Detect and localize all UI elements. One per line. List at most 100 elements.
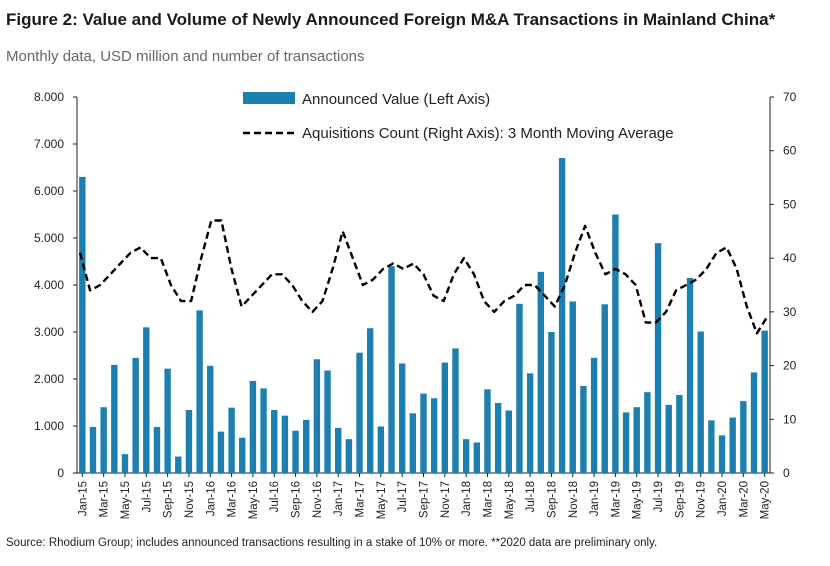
bar-announced-value xyxy=(111,364,118,473)
bar-announced-value xyxy=(590,357,598,473)
left-axis-tick-label: 6.000 xyxy=(34,184,64,198)
source-note: Source: Rhodium Group; includes announce… xyxy=(6,537,658,549)
right-axis-tick-label: 60 xyxy=(783,144,797,158)
bar-announced-value xyxy=(537,271,544,473)
bar-announced-value xyxy=(580,386,587,473)
x-axis-tick-label: May-17 xyxy=(376,481,388,519)
bar-announced-value xyxy=(740,401,747,473)
x-axis-tick-label: May-16 xyxy=(248,481,260,519)
x-axis-tick-label: Jul-17 xyxy=(397,481,409,512)
x-axis-tick-label: Mar-19 xyxy=(610,481,622,517)
bar-announced-value xyxy=(601,304,608,473)
legend-label-line: Aquisitions Count (Right Axis): 3 Month … xyxy=(302,125,674,142)
x-axis-tick-label: Sep-16 xyxy=(291,481,303,518)
x-axis-tick-label: Nov-18 xyxy=(568,481,580,518)
bar-announced-value xyxy=(175,456,182,473)
bar-announced-value xyxy=(633,407,640,473)
bar-announced-value xyxy=(558,158,566,473)
bar-announced-value xyxy=(622,412,630,473)
x-axis-tick-label: Nov-15 xyxy=(184,481,196,518)
bar-announced-value xyxy=(377,426,385,473)
right-axis-tick-label: 30 xyxy=(783,305,797,319)
bar-announced-value xyxy=(473,442,481,473)
bar-announced-value xyxy=(313,359,321,473)
bar-announced-value xyxy=(185,410,193,473)
bar-announced-value xyxy=(398,363,406,473)
bar-announced-value xyxy=(484,389,491,473)
bar-announced-value xyxy=(697,331,704,473)
right-axis-tick-label: 10 xyxy=(783,412,797,426)
chart-title: Figure 2: Value and Volume of Newly Anno… xyxy=(6,10,776,29)
bar-announced-value xyxy=(462,439,470,473)
left-axis-tick-label: 8.000 xyxy=(34,90,64,104)
bar-announced-value xyxy=(388,266,395,473)
bar-announced-value xyxy=(239,437,246,473)
bar-announced-value xyxy=(644,392,651,473)
bar-announced-value xyxy=(303,419,310,473)
bar-announced-value xyxy=(718,435,726,473)
x-axis-tick-label: Mar-15 xyxy=(99,481,111,517)
bar-announced-value xyxy=(366,328,374,473)
left-axis-tick-label: 7.000 xyxy=(34,137,64,151)
x-axis-tick-label: May-20 xyxy=(760,481,772,519)
x-axis-tick-label: Mar-20 xyxy=(738,481,750,517)
x-axis-tick-label: Jul-19 xyxy=(653,481,665,512)
bar-announced-value xyxy=(249,380,257,473)
legend-label-bar: Announced Value (Left Axis) xyxy=(302,91,490,108)
x-axis-tick-label: Jul-18 xyxy=(525,481,537,512)
bar-announced-value xyxy=(420,393,427,473)
x-axis-tick-label: Jan-16 xyxy=(205,481,217,516)
x-axis-tick-label: Jul-15 xyxy=(141,481,153,512)
bar-announced-value xyxy=(260,388,267,473)
x-axis-tick-label: Mar-16 xyxy=(227,481,239,517)
bar-announced-value xyxy=(548,332,555,473)
bar-announced-value xyxy=(729,417,736,473)
bar-announced-value xyxy=(612,214,619,473)
bar-announced-value xyxy=(356,352,363,473)
left-axis-tick-label: 1.000 xyxy=(34,419,64,433)
bar-announced-value xyxy=(324,370,331,473)
bar-announced-value xyxy=(441,362,449,473)
bar-announced-value xyxy=(207,365,214,473)
bar-announced-value xyxy=(217,431,225,473)
bar-announced-value xyxy=(665,404,672,473)
bar-announced-value xyxy=(569,301,576,473)
x-axis-tick-label: Jan-18 xyxy=(461,481,473,516)
bar-announced-value xyxy=(676,394,683,473)
bar-announced-value xyxy=(505,410,512,473)
x-axis-tick-label: Sep-17 xyxy=(419,481,431,518)
bar-announced-value xyxy=(686,277,694,473)
x-axis-tick-label: Nov-19 xyxy=(696,481,708,518)
bar-announced-value xyxy=(228,407,235,473)
bar-announced-value xyxy=(271,410,278,473)
bar-announced-value xyxy=(143,327,150,473)
x-axis-tick-label: May-18 xyxy=(504,481,516,519)
bar-announced-value xyxy=(79,176,86,473)
legend-swatch-bar xyxy=(243,92,295,104)
x-axis-tick-label: May-15 xyxy=(120,481,132,519)
x-axis-tick-label: Jan-19 xyxy=(589,481,601,516)
x-axis-tick-label: Jan-15 xyxy=(77,481,89,516)
bar-announced-value xyxy=(750,372,758,473)
bar-announced-value xyxy=(153,426,161,473)
bar-announced-value xyxy=(196,310,203,473)
bar-announced-value xyxy=(164,368,171,473)
x-axis-tick-label: Sep-19 xyxy=(674,481,686,518)
left-axis-tick-label: 2.000 xyxy=(34,372,64,386)
bar-announced-value xyxy=(654,243,662,473)
x-axis-tick-label: Sep-15 xyxy=(163,481,175,518)
bar-announced-value xyxy=(452,348,459,473)
right-axis-tick-label: 20 xyxy=(783,359,797,373)
bar-announced-value xyxy=(516,303,523,473)
right-axis-tick-label: 50 xyxy=(783,197,797,211)
right-axis-tick-label: 70 xyxy=(783,90,797,104)
bar-announced-value xyxy=(100,407,107,473)
x-axis-tick-label: Mar-18 xyxy=(482,481,494,517)
bar-announced-value xyxy=(345,439,353,473)
x-axis-tick-label: May-19 xyxy=(632,481,644,519)
bar-announced-value xyxy=(335,427,342,473)
x-axis-tick-label: Jan-20 xyxy=(717,481,729,516)
x-axis-tick-label: Nov-17 xyxy=(440,481,452,518)
bar-announced-value xyxy=(409,413,417,473)
